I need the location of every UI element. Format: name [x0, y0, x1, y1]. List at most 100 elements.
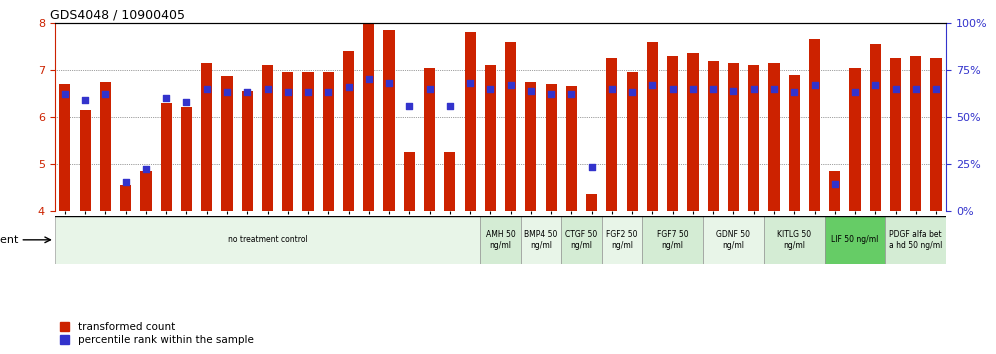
Bar — [566, 86, 577, 211]
Point — [78, 97, 94, 103]
Bar — [343, 51, 355, 211]
Bar — [521, 216, 562, 264]
Point — [462, 80, 478, 86]
Point — [705, 86, 721, 92]
Legend: transformed count, percentile rank within the sample: transformed count, percentile rank withi… — [60, 322, 254, 345]
Point — [239, 90, 255, 95]
Bar — [825, 216, 885, 264]
Bar — [403, 152, 415, 211]
Point — [827, 182, 843, 187]
Bar — [642, 216, 703, 264]
Point — [57, 91, 73, 97]
Point — [219, 90, 235, 95]
Bar — [525, 82, 537, 211]
Point — [928, 86, 944, 92]
Bar — [687, 53, 698, 211]
Bar — [485, 65, 496, 211]
Point — [807, 82, 823, 88]
Text: PDGF alfa bet
a hd 50 ng/ml: PDGF alfa bet a hd 50 ng/ml — [889, 230, 942, 250]
Bar — [221, 75, 232, 211]
Bar — [809, 39, 820, 211]
Text: AMH 50
ng/ml: AMH 50 ng/ml — [486, 230, 515, 250]
Bar — [562, 216, 602, 264]
Text: FGF2 50
ng/ml: FGF2 50 ng/ml — [607, 230, 637, 250]
Bar — [444, 152, 455, 211]
Bar — [262, 65, 273, 211]
Point — [260, 86, 276, 92]
Bar — [789, 75, 800, 211]
Point — [361, 76, 376, 82]
Point — [725, 88, 741, 93]
Text: GDNF 50
ng/ml: GDNF 50 ng/ml — [716, 230, 750, 250]
Bar — [100, 82, 111, 211]
Text: LIF 50 ng/ml: LIF 50 ng/ml — [832, 235, 878, 244]
Text: no treatment control: no treatment control — [228, 235, 308, 244]
Point — [746, 86, 762, 92]
Bar — [546, 84, 557, 211]
Bar — [55, 216, 480, 264]
Bar — [646, 42, 658, 211]
Bar — [383, 30, 394, 211]
Text: CTGF 50
ng/ml: CTGF 50 ng/ml — [566, 230, 598, 250]
Text: agent: agent — [0, 235, 18, 245]
Point — [401, 103, 417, 108]
Bar — [505, 42, 516, 211]
Point — [887, 86, 903, 92]
Bar — [424, 68, 435, 211]
Bar — [870, 44, 880, 211]
Point — [907, 86, 923, 92]
Bar — [748, 65, 759, 211]
Bar — [830, 171, 841, 211]
Bar — [850, 68, 861, 211]
Bar — [121, 185, 131, 211]
Bar — [707, 61, 719, 211]
Bar — [764, 216, 825, 264]
Bar — [364, 23, 374, 211]
Bar — [703, 216, 764, 264]
Bar — [728, 63, 739, 211]
Point — [584, 165, 600, 170]
Point — [442, 103, 458, 108]
Point — [98, 91, 114, 97]
Point — [847, 90, 863, 95]
Text: FGF7 50
ng/ml: FGF7 50 ng/ml — [657, 230, 688, 250]
Point — [543, 91, 559, 97]
Bar — [480, 216, 521, 264]
Bar — [60, 84, 71, 211]
Point — [199, 86, 215, 92]
Point — [503, 82, 519, 88]
Point — [786, 90, 802, 95]
Point — [664, 86, 680, 92]
Bar — [323, 72, 334, 211]
Bar — [242, 91, 253, 211]
Bar — [930, 58, 941, 211]
Bar — [667, 56, 678, 211]
Point — [868, 82, 883, 88]
Point — [644, 82, 660, 88]
Bar — [890, 58, 901, 211]
Point — [624, 90, 640, 95]
Bar — [181, 107, 192, 211]
Point — [604, 86, 620, 92]
Point — [300, 90, 316, 95]
Bar — [885, 216, 946, 264]
Point — [118, 180, 133, 185]
Bar — [140, 171, 151, 211]
Point — [178, 99, 194, 105]
Point — [564, 91, 580, 97]
Bar — [201, 63, 212, 211]
Bar — [160, 103, 171, 211]
Bar — [602, 216, 642, 264]
Point — [321, 90, 337, 95]
Point — [523, 88, 539, 93]
Point — [685, 86, 701, 92]
Bar — [80, 110, 91, 211]
Point — [381, 80, 397, 86]
Point — [280, 90, 296, 95]
Point — [341, 84, 357, 90]
Point — [138, 166, 154, 172]
Bar — [607, 58, 618, 211]
Bar — [303, 72, 314, 211]
Bar — [769, 63, 780, 211]
Point — [421, 86, 437, 92]
